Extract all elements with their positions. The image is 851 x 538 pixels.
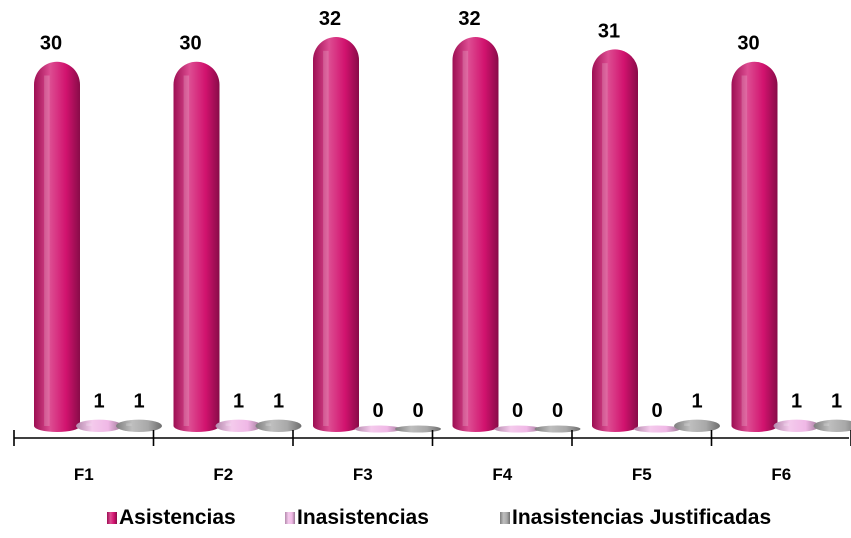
legend-swatch — [285, 512, 295, 524]
bar-f2-inasistencias — [215, 419, 262, 432]
legend-swatch — [107, 512, 117, 524]
value-label: 0 — [512, 400, 523, 422]
legend-label: Asistencias — [119, 506, 236, 529]
value-label: 1 — [133, 391, 144, 413]
value-label: 30 — [737, 33, 759, 55]
x-tick-label: F6 — [771, 465, 791, 484]
value-label: 32 — [458, 8, 480, 30]
value-label: 1 — [831, 391, 842, 413]
legend-item: Asistencias — [107, 506, 236, 529]
bar-f3-justificadas — [395, 425, 441, 433]
bar-f5-inasistencias — [634, 425, 680, 433]
legend-label: Inasistencias Justificadas — [512, 506, 771, 529]
legend-label: Inasistencias — [297, 506, 429, 529]
value-label: 1 — [273, 391, 284, 413]
x-axis: F1 F2 F3 F4 F5 F6 — [13, 430, 851, 484]
bar-f2-asistencias — [173, 61, 220, 432]
legend-swatch — [500, 512, 510, 524]
bar-f6-inasistencias — [773, 419, 820, 432]
x-tick-label: F2 — [213, 465, 233, 484]
bar-f3-asistencias — [313, 37, 359, 432]
value-label: 1 — [233, 391, 244, 413]
value-label: 0 — [412, 400, 423, 422]
value-label: 0 — [552, 400, 563, 422]
value-label: 0 — [372, 400, 383, 422]
value-labels: 30 1 1 30 1 1 32 0 0 32 0 0 31 0 1 30 1 1 — [40, 8, 842, 422]
legend-item: Inasistencias — [285, 506, 429, 529]
legend: Asistencias Inasistencias Inasistencias Ju… — [107, 506, 771, 529]
bar-f1-justificadas — [116, 419, 162, 432]
value-label: 1 — [691, 391, 702, 413]
x-tick-label: F5 — [632, 465, 652, 484]
x-tick-label: F4 — [492, 465, 512, 484]
bar-f4-inasistencias — [494, 425, 541, 433]
bars-layer — [34, 37, 851, 433]
bar-f1-asistencias — [34, 61, 80, 432]
value-label: 30 — [40, 33, 62, 55]
bar-f5-asistencias — [592, 49, 638, 432]
value-label: 30 — [179, 33, 201, 55]
bar-f2-justificadas — [255, 419, 302, 432]
bar-f3-inasistencias — [355, 425, 401, 433]
bar-f5-justificadas — [674, 419, 720, 432]
value-label: 32 — [319, 8, 341, 30]
x-tick-label: F1 — [74, 465, 94, 484]
bar-f4-asistencias — [452, 37, 499, 433]
bar-f4-justificadas — [534, 425, 581, 433]
bar-f6-justificadas — [813, 419, 851, 432]
value-label: 1 — [791, 391, 802, 413]
value-label: 0 — [651, 400, 662, 422]
bar-f6-asistencias — [731, 61, 778, 432]
value-label: 1 — [93, 391, 104, 413]
legend-item: Inasistencias Justificadas — [500, 506, 771, 529]
bar-f1-inasistencias — [76, 419, 122, 432]
value-label: 31 — [598, 20, 620, 42]
x-tick-label: F3 — [353, 465, 373, 484]
